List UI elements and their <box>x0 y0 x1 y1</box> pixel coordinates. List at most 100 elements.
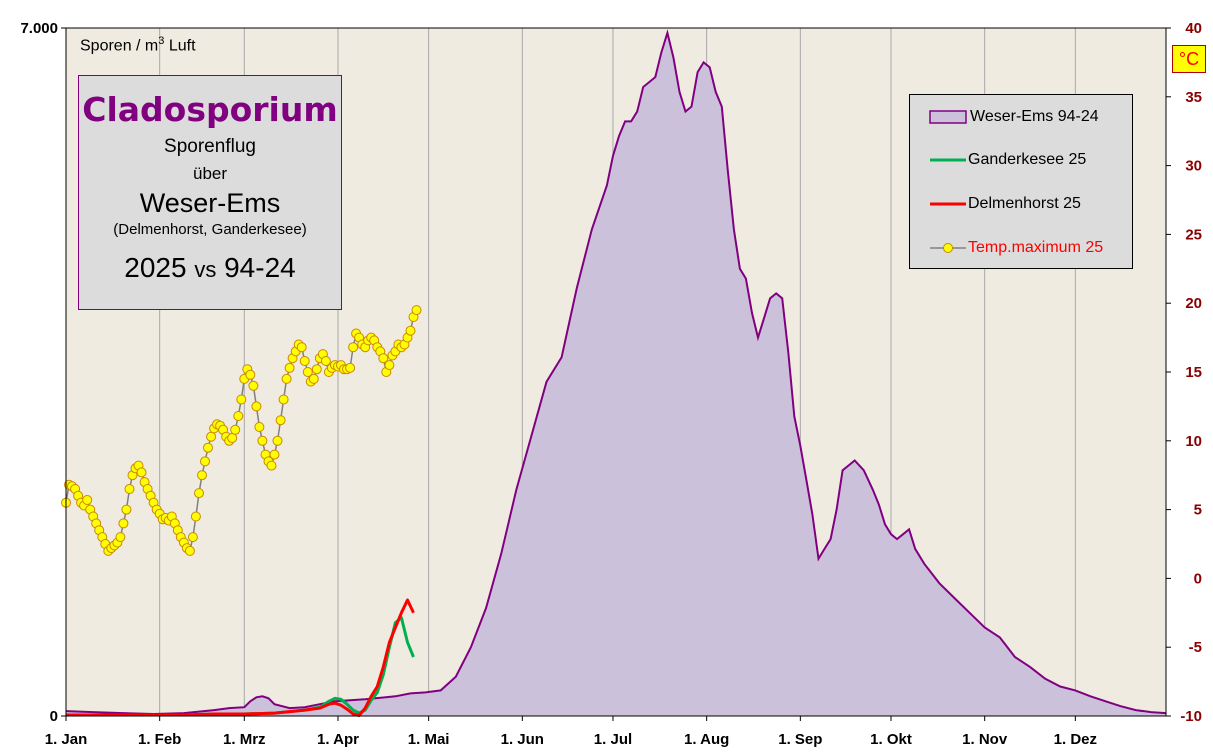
temp-point <box>248 380 259 391</box>
title-region: Weser-Ems <box>139 188 281 218</box>
x-tick-label-1-mrz: 1. Mrz <box>223 731 266 748</box>
temp-point <box>311 364 322 375</box>
x-axis-ticks: 1. Jan 1. Feb 1. Mrz 1. Apr 1. Mai 1. Jun 1. J… <box>45 716 1097 748</box>
y2-tick-label: 25 <box>1185 226 1202 243</box>
temp-point <box>348 342 359 353</box>
compare-vs: vs <box>194 257 217 282</box>
temp-point <box>194 488 204 499</box>
temp-point <box>251 401 262 412</box>
title-line-sporenflug: Sporenflug <box>164 136 256 157</box>
y2-axis-ticks: -10 -5 0 5 10 15 20 25 30 35 40 <box>1166 20 1202 725</box>
x-tick-label-1-jun: 1. Jun <box>501 731 544 748</box>
temp-point <box>136 467 147 478</box>
legend-label-ganderkesee: Ganderkesee 25 <box>968 151 1087 168</box>
temp-point <box>233 411 244 421</box>
title-line-ueber: über <box>192 164 228 183</box>
temp-point <box>118 518 129 529</box>
area-fill-weser-ems <box>66 32 1166 716</box>
temp-point <box>121 504 132 515</box>
legend-item-temp-maximum: Temp.maximum 25 <box>910 237 1134 259</box>
y-axis-unit-label: Sporen / m3 Luft <box>80 35 196 55</box>
temp-point <box>227 433 238 443</box>
y-unit-text: Sporen / m <box>80 37 159 55</box>
y2-tick-label: 35 <box>1185 89 1202 106</box>
legend-label-delmenhorst: Delmenhorst 25 <box>968 195 1081 212</box>
legend-swatch-area <box>929 110 967 124</box>
legend-swatch-temp-marker <box>930 243 966 253</box>
y2-tick-label: 15 <box>1185 364 1202 381</box>
temp-point <box>320 356 331 366</box>
x-tick-label-1-apr: 1. Apr <box>317 731 359 748</box>
title-box: Cladosporium Sporenflug über Weser-Ems (… <box>78 75 342 310</box>
y2-unit-badge: °C <box>1172 45 1206 73</box>
chart-title: Cladosporium <box>82 90 338 129</box>
x-tick-label-1-sep: 1. Sep <box>778 731 822 748</box>
x-tick-label-1-mai: 1. Mai <box>408 731 450 748</box>
compare-year: 2025 <box>124 252 187 283</box>
y-tick-label: 7.000 <box>20 20 58 37</box>
x-tick-label-1-aug: 1. Aug <box>684 731 729 748</box>
temp-point <box>299 356 310 366</box>
temp-point <box>257 435 268 446</box>
y2-tick-label: 30 <box>1185 158 1202 175</box>
y2-tick-label: 40 <box>1185 20 1202 37</box>
series-lines <box>66 598 415 717</box>
temp-point <box>187 532 198 543</box>
x-tick-label-1-nov: 1. Nov <box>962 731 1008 748</box>
y2-tick-label: 10 <box>1185 433 1202 450</box>
temp-point <box>236 394 247 405</box>
temp-point <box>275 415 286 426</box>
temp-point <box>254 422 265 432</box>
x-tick-label-1-jul: 1. Jul <box>594 731 632 748</box>
temp-point <box>384 360 395 371</box>
x-tick-label-1-jan: 1. Jan <box>45 731 88 748</box>
temp-point <box>411 305 422 316</box>
title-cities: (Delmenhorst, Ganderkesee) <box>113 221 307 238</box>
temp-point <box>124 484 135 494</box>
temp-point <box>230 424 241 435</box>
y-axis-ticks: 0 7.000 <box>20 20 66 725</box>
temp-point <box>203 442 213 453</box>
temp-point <box>82 495 93 505</box>
y-unit-tail: Luft <box>164 37 196 55</box>
temp-point <box>272 435 283 446</box>
legend-swatch-red-line <box>930 202 966 206</box>
temp-point <box>284 362 295 373</box>
series-temp-maximum <box>61 305 422 556</box>
legend-swatch-green-line <box>930 158 966 162</box>
temp-point <box>200 456 210 467</box>
temp-point <box>281 373 292 384</box>
y2-unit-text: °C <box>1178 49 1200 69</box>
x-tick-label-1-feb: 1. Feb <box>138 731 181 748</box>
legend-label-temp-maximum: Temp.maximum 25 <box>968 239 1104 256</box>
y-tick-label: 0 <box>50 708 58 725</box>
line-delmenhorst <box>66 598 415 717</box>
y2-tick-label: 5 <box>1194 502 1202 519</box>
temp-point <box>245 369 256 380</box>
legend-label-weser-ems: Weser-Ems 94-24 <box>970 108 1099 125</box>
temp-point <box>115 532 126 543</box>
temp-point <box>378 353 389 364</box>
temp-point <box>206 431 217 442</box>
legend: Weser-Ems 94-24 Ganderkesee 25 Delmenhor… <box>909 94 1133 269</box>
temp-point <box>197 470 207 481</box>
temp-point <box>266 460 277 471</box>
legend-item-ganderkesee: Ganderkesee 25 <box>910 149 1134 171</box>
y2-tick-label: -10 <box>1180 708 1202 725</box>
y-unit-sup: 3 <box>158 35 165 47</box>
temp-point <box>308 373 319 384</box>
compare-period: 94-24 <box>224 252 296 283</box>
temp-point <box>184 545 195 556</box>
temp-point <box>345 362 356 373</box>
y2-tick-label: 20 <box>1185 295 1202 312</box>
title-comparison: 2025 vs 94-24 <box>79 252 341 284</box>
x-tick-label-1-dez: 1. Dez <box>1054 731 1097 748</box>
temp-point <box>405 325 416 336</box>
y2-tick-label: 0 <box>1194 570 1202 587</box>
temp-point <box>269 449 280 460</box>
legend-item-weser-ems: Weser-Ems 94-24 <box>910 106 1134 128</box>
x-tick-label-1-okt: 1. Okt <box>870 731 912 748</box>
y2-tick-label: -5 <box>1189 639 1202 656</box>
temp-point <box>190 511 201 522</box>
temp-point <box>302 367 313 377</box>
